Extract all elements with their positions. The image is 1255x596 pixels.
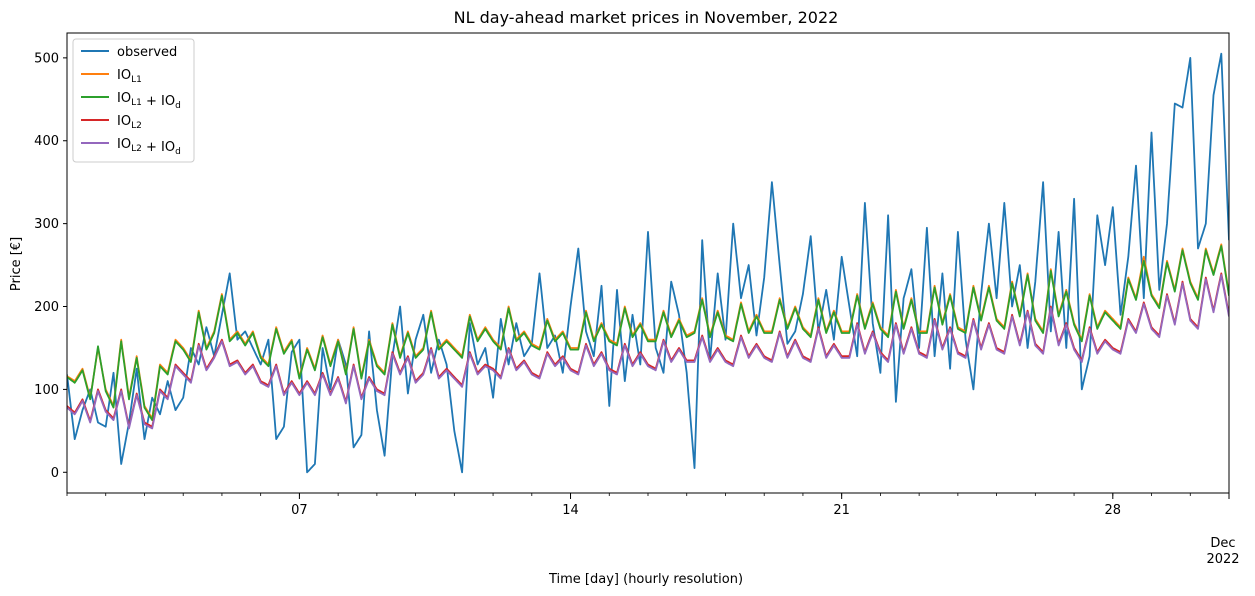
x-axis-label: Time [day] (hourly resolution) [548,572,743,587]
series-line-io-l1-io-d [67,245,1229,421]
x-tick-label: Dec [1210,536,1235,551]
x-tick-label: 21 [833,503,850,518]
legend-box [72,38,195,163]
y-ticks: 0 100 200 300 400 500 [34,51,67,481]
y-axis-label: Price [€] [9,237,24,291]
y-tick-label: 300 [34,217,59,232]
y-tick-label: 0 [51,466,59,481]
axes-frame [66,32,1230,494]
y-tick-label: 100 [34,383,59,398]
chart-title: NL day-ahead market prices in November, … [454,8,839,27]
legend-label: IOL2 [117,114,142,131]
legend-label: IOL1 [117,68,142,85]
series-line-observed [67,52,1229,474]
x-tick-label: 14 [562,503,579,518]
legend-label: IOL1 + IOd [117,91,181,111]
x-tick-label: 07 [291,503,308,518]
legend: observed IOL1 IOL1 + IOd IOL2 IOL2 + IOd [72,38,195,163]
series-line-io-l2-io-d [67,274,1229,430]
legend-label: IOL2 + IOd [117,137,181,157]
y-tick-label: 200 [34,300,59,315]
legend-label: observed [117,45,177,60]
x-tick-label: 28 [1105,503,1122,518]
y-tick-label: 400 [34,134,59,149]
plot-area [67,52,1229,474]
y-tick-label: 500 [34,51,59,66]
x-tick-label: 2022 [1206,552,1239,567]
